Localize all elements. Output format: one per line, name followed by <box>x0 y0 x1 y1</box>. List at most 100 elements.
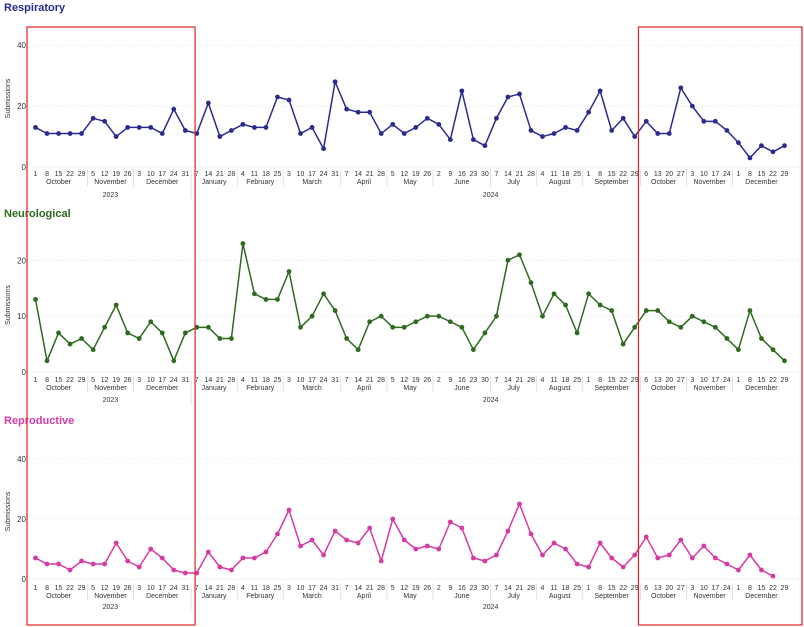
data-point <box>182 570 188 576</box>
x-month-label: October <box>46 385 72 392</box>
x-tick-label: 2 <box>437 171 441 178</box>
x-tick-label: 12 <box>101 171 109 178</box>
data-point <box>528 280 534 286</box>
x-tick-label: 31 <box>181 377 189 384</box>
data-point <box>563 546 568 552</box>
data-point <box>413 125 419 130</box>
data-point <box>712 555 718 561</box>
data-point <box>309 537 315 543</box>
x-tick-label: 8 <box>45 171 49 178</box>
data-point <box>44 358 50 364</box>
data-point <box>632 134 638 139</box>
x-tick-label: 14 <box>354 171 362 178</box>
data-point <box>33 297 38 302</box>
x-tick-label: 10 <box>700 377 708 384</box>
data-point <box>505 94 511 100</box>
x-tick-label: 16 <box>458 585 466 592</box>
data-point <box>171 358 177 364</box>
x-tick-label: 24 <box>723 171 731 178</box>
data-point <box>148 125 154 130</box>
x-year-label: 2024 <box>483 192 499 199</box>
data-point <box>517 91 522 97</box>
x-tick-label: 28 <box>227 171 235 178</box>
x-tick-label: 28 <box>527 377 535 384</box>
x-tick-label: 8 <box>748 377 752 384</box>
x-tick-label: 24 <box>170 171 178 178</box>
data-point <box>447 137 453 143</box>
data-point <box>494 552 499 558</box>
x-month-label: March <box>302 179 322 186</box>
x-tick-label: 8 <box>45 585 49 592</box>
panel-title: Respiratory <box>4 2 66 14</box>
data-point <box>240 241 246 246</box>
data-point <box>286 269 292 274</box>
x-tick-label: 15 <box>55 585 63 592</box>
data-point <box>240 121 246 127</box>
x-tick-label: 24 <box>723 377 731 384</box>
data-point <box>390 121 396 127</box>
x-tick-label: 29 <box>78 585 86 592</box>
x-tick-label: 31 <box>181 585 189 592</box>
data-point <box>678 537 684 543</box>
x-tick-label: 15 <box>758 585 766 592</box>
x-month-label: October <box>651 593 677 600</box>
x-tick-label: 29 <box>78 171 86 178</box>
x-tick-label: 19 <box>112 377 120 384</box>
x-tick-label: 3 <box>287 171 291 178</box>
data-point <box>482 558 488 564</box>
x-tick-label: 3 <box>690 171 694 178</box>
x-month-label: November <box>94 385 127 392</box>
x-tick-label: 10 <box>700 585 708 592</box>
x-tick-label: 18 <box>562 171 570 178</box>
x-month-label: August <box>549 593 571 600</box>
data-point <box>263 549 269 555</box>
x-tick-label: 28 <box>227 377 235 384</box>
data-point <box>620 564 626 570</box>
x-tick-label: 22 <box>769 585 777 592</box>
data-point <box>655 131 661 136</box>
x-tick-label: 18 <box>262 377 270 384</box>
data-point <box>689 313 695 319</box>
x-tick-label: 22 <box>769 377 777 384</box>
data-point <box>540 552 545 558</box>
x-tick-label: 4 <box>241 171 245 178</box>
x-tick-label: 7 <box>494 585 498 592</box>
x-tick-label: 9 <box>448 377 452 384</box>
data-point <box>367 109 373 115</box>
x-month-label: September <box>595 593 630 600</box>
series-line-respiratory <box>35 81 785 159</box>
data-point <box>701 118 707 124</box>
data-point <box>159 555 165 561</box>
x-tick-label: 4 <box>241 585 245 592</box>
y-tick-label: 10 <box>17 312 26 321</box>
data-point <box>643 308 649 313</box>
x-tick-label: 9 <box>448 585 452 592</box>
data-point <box>759 567 764 573</box>
data-point <box>401 537 407 543</box>
data-point <box>528 128 534 133</box>
x-tick-label: 1 <box>34 377 38 384</box>
x-tick-label: 15 <box>758 377 766 384</box>
x-tick-label: 5 <box>391 585 395 592</box>
x-month-label: May <box>403 593 417 600</box>
x-month-label: August <box>549 385 571 392</box>
x-tick-label: 6 <box>644 377 648 384</box>
x-tick-label: 10 <box>700 171 708 178</box>
data-point <box>228 128 234 133</box>
x-month-label: December <box>745 179 778 186</box>
x-tick-label: 17 <box>308 171 316 178</box>
data-point <box>517 501 522 507</box>
data-point <box>747 308 753 313</box>
data-point <box>632 324 638 330</box>
data-point <box>56 330 61 336</box>
x-tick-label: 21 <box>216 377 224 384</box>
data-point <box>736 140 741 146</box>
x-tick-label: 30 <box>481 585 489 592</box>
x-tick-label: 11 <box>251 585 258 592</box>
x-tick-label: 17 <box>308 377 316 384</box>
data-point <box>79 558 84 564</box>
x-tick-label: 3 <box>287 377 291 384</box>
